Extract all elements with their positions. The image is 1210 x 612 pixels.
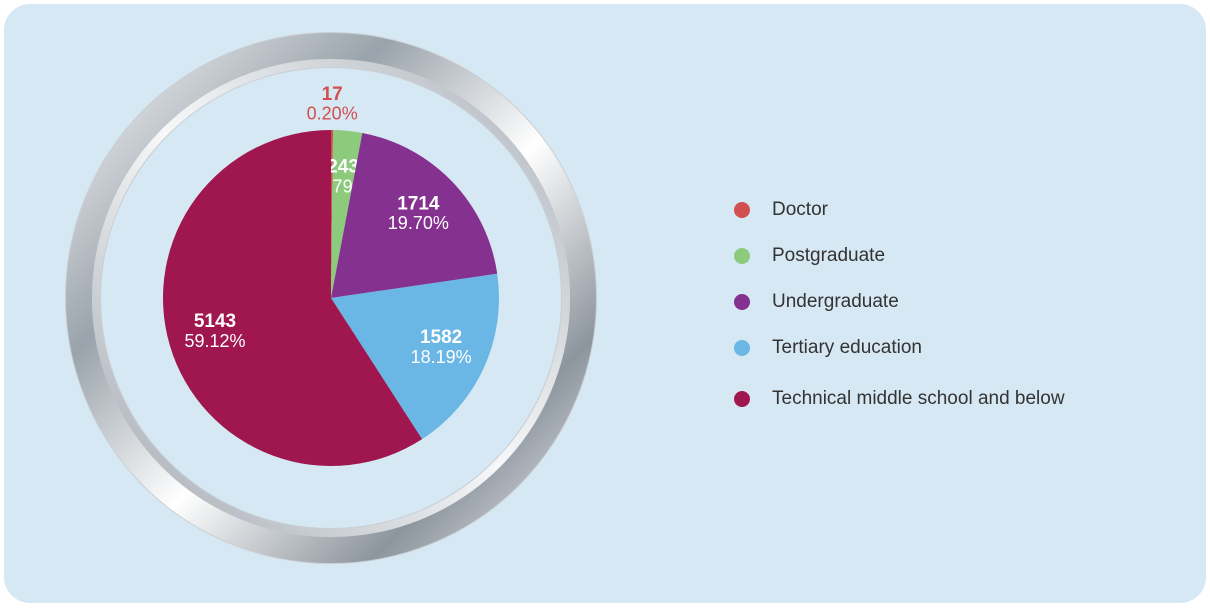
percent-label: 59.12%: [184, 331, 245, 351]
legend-marker: [734, 294, 750, 310]
legend-marker: [734, 391, 750, 407]
pie-slice: [331, 130, 334, 298]
legend-label: Doctor: [772, 199, 829, 220]
legend-label: Postgraduate: [772, 245, 885, 266]
pie-slice: [331, 130, 363, 298]
value-label: 17: [322, 84, 343, 105]
legend-marker: [734, 202, 750, 218]
pie-slice: [331, 273, 500, 440]
value-label: 1582: [420, 327, 462, 348]
ring: [66, 33, 596, 563]
legend-label: Tertiary education: [772, 337, 922, 358]
legend-label: Undergraduate: [772, 291, 899, 312]
percent-label: 19.70%: [388, 213, 449, 233]
pie-slice: [331, 132, 498, 298]
percent-label: 18.19%: [411, 347, 472, 367]
ring-inner: [92, 59, 570, 537]
legend-label: Technical middle school and below: [772, 388, 1065, 409]
legend-marker: [734, 248, 750, 264]
value-label: 5143: [194, 311, 236, 332]
percent-label: 0.20%: [307, 104, 358, 124]
pie-slice: [162, 130, 423, 467]
value-label: 1714: [397, 193, 440, 214]
legend-marker: [734, 340, 750, 356]
value-label: 243: [327, 157, 359, 178]
